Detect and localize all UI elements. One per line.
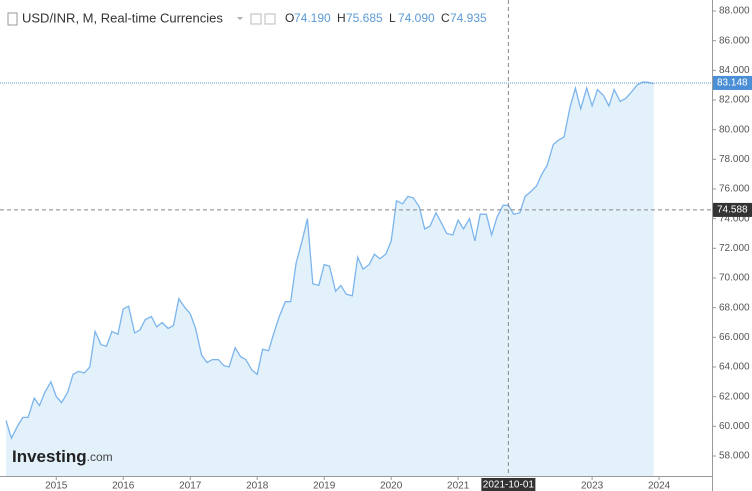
x-tick-label: 2016	[112, 481, 135, 491]
y-tick-label: 84.000	[719, 65, 750, 76]
y-tick-label: 64.000	[719, 362, 750, 373]
y-tick-label: 82.000	[719, 95, 750, 106]
settings-icon[interactable]	[250, 13, 262, 25]
plot-area	[5, 81, 654, 476]
last-price-label: 83.148	[717, 78, 748, 89]
y-tick-label: 68.000	[719, 302, 750, 313]
ohlc-legend: O 74.190 H 75.685 L 74.090 C 74.935	[285, 11, 487, 25]
ohlc-key: L	[389, 11, 396, 25]
chart-title: USD/INR, M, Real-time Currencies	[22, 10, 223, 25]
price-line	[5, 81, 654, 440]
x-tick-label: 2018	[246, 481, 269, 491]
ohlc-key: H	[337, 11, 346, 25]
logo: Investing.com	[12, 447, 113, 466]
last-price-box	[713, 75, 752, 90]
ohlc-value: 74.935	[450, 11, 487, 25]
close-icon[interactable]	[264, 13, 276, 25]
crosshair-x-box	[481, 478, 536, 491]
logo-suffix: .com	[87, 450, 113, 464]
y-tick-label: 58.000	[719, 451, 750, 462]
y-tick-label: 76.000	[719, 184, 750, 195]
crosshair-y-box	[713, 202, 752, 217]
x-tick-label: 2023	[581, 481, 604, 491]
y-tick-label: 66.000	[719, 332, 750, 343]
ohlc-key: C	[441, 11, 450, 25]
y-tick-label: 86.000	[719, 35, 750, 46]
ohlc-value: 75.685	[346, 11, 383, 25]
ohlc-value: 74.190	[294, 11, 331, 25]
ohlc-key: O	[285, 11, 294, 25]
x-tick-label: 2020	[380, 481, 403, 491]
area	[6, 82, 654, 476]
x-tick-label: 2017	[179, 481, 202, 491]
x-tick-label: 2015	[45, 481, 68, 491]
x-tick-label: 2019	[313, 481, 336, 491]
crosshair-y-label: 74.588	[717, 205, 748, 216]
y-tick-label: 60.000	[719, 421, 750, 432]
collapse-icon[interactable]	[7, 12, 18, 26]
x-tick-label: 2024	[648, 481, 671, 491]
ohlc-value: 74.090	[398, 11, 435, 25]
y-tick-label: 72.000	[719, 243, 750, 254]
y-tick-label: 78.000	[719, 154, 750, 165]
y-tick-label: 88.000	[719, 6, 750, 17]
y-tick-label: 62.000	[719, 391, 750, 402]
logo-brand: Investing	[12, 447, 87, 466]
y-tick-label: 70.000	[719, 273, 750, 284]
y-tick-label: 80.000	[719, 124, 750, 135]
x-tick-label: 2021	[447, 481, 470, 491]
y-tick-label: 74.000	[719, 213, 750, 224]
crosshair-x-label: 2021-10-01	[483, 480, 535, 491]
dropdown-arrow[interactable]	[237, 17, 243, 20]
